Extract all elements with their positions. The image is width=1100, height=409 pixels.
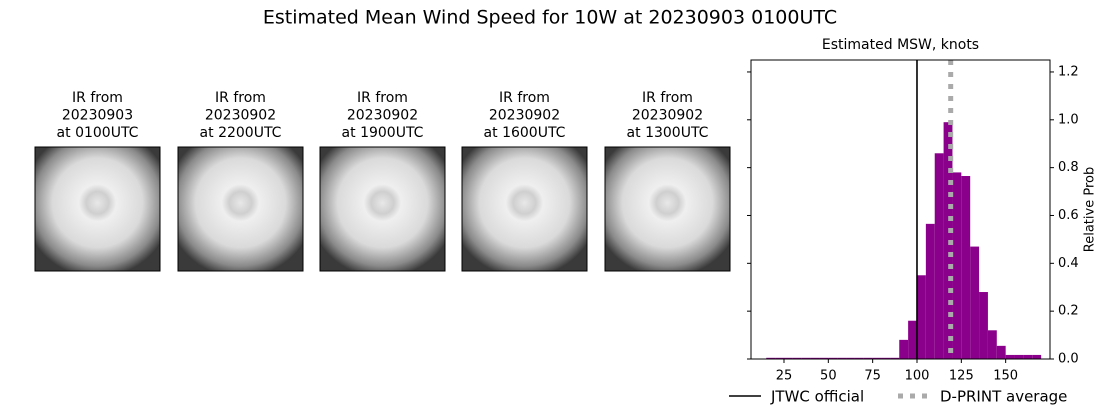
panel-caption: at 0100UTC xyxy=(57,125,139,141)
chart-title: Estimated MSW, knots xyxy=(822,37,979,53)
bar xyxy=(1014,354,1024,359)
y-tick-label: 1.2 xyxy=(1058,64,1079,79)
ir-image xyxy=(34,146,161,272)
bar xyxy=(890,357,900,359)
bar xyxy=(846,357,855,359)
x-tick-label: 25 xyxy=(776,369,793,384)
bar xyxy=(996,345,1006,359)
bar xyxy=(872,357,882,359)
y-axis-label: Relative Prob xyxy=(1083,167,1098,252)
bar xyxy=(952,172,962,359)
panel-caption: at 1600UTC xyxy=(484,125,566,141)
y-tick-label: 0.6 xyxy=(1058,208,1079,223)
x-tick-label: 50 xyxy=(820,369,837,384)
legend-label: D-PRINT average xyxy=(940,388,1067,406)
bar xyxy=(792,357,802,359)
bar xyxy=(1023,354,1033,359)
bar xyxy=(775,357,784,359)
ir-image xyxy=(319,146,446,272)
panel-caption: IR from xyxy=(215,90,266,106)
plot-frame xyxy=(750,59,1051,360)
panel-caption: 20230902 xyxy=(632,108,703,124)
bar xyxy=(1032,354,1042,359)
bar xyxy=(970,246,980,359)
ir-image xyxy=(177,146,304,272)
bar xyxy=(783,357,793,359)
x-tick-label: 150 xyxy=(993,369,1018,384)
panel-caption: 20230902 xyxy=(347,108,418,124)
bar xyxy=(801,357,811,359)
panel-caption: IR from xyxy=(357,90,408,106)
panel-caption: IR from xyxy=(642,90,693,106)
ir-image xyxy=(461,146,588,272)
x-tick-label: 75 xyxy=(864,369,881,384)
y-tick-label: 1.0 xyxy=(1058,112,1079,127)
ir-image xyxy=(604,146,731,272)
bar xyxy=(881,357,891,359)
panel-caption: IR from xyxy=(72,90,123,106)
bar xyxy=(810,357,820,359)
panel-caption: IR from xyxy=(499,90,550,106)
bar xyxy=(1005,354,1015,359)
bar xyxy=(837,357,847,359)
bar xyxy=(908,320,917,359)
bar xyxy=(766,357,776,359)
panel-caption: at 1900UTC xyxy=(342,125,424,141)
bar xyxy=(979,292,988,359)
bar xyxy=(925,223,935,359)
bar xyxy=(916,275,926,359)
panel-caption: at 1300UTC xyxy=(627,125,709,141)
y-tick-label: 0.8 xyxy=(1058,160,1079,175)
bar xyxy=(943,122,953,359)
legend-label: JTWC official xyxy=(770,388,864,406)
bar xyxy=(899,339,909,359)
bar xyxy=(828,357,838,359)
panel-caption: 20230902 xyxy=(205,108,276,124)
bar xyxy=(961,176,971,359)
bar xyxy=(934,153,944,359)
panel-caption: at 2200UTC xyxy=(200,125,282,141)
bar xyxy=(819,357,829,359)
bar xyxy=(854,357,864,359)
page-title: Estimated Mean Wind Speed for 10W at 202… xyxy=(263,7,837,29)
panel-caption: 20230903 xyxy=(62,108,133,124)
y-tick-label: 0.4 xyxy=(1058,256,1079,271)
y-tick-label: 0.0 xyxy=(1058,352,1079,367)
panel-caption: 20230902 xyxy=(489,108,560,124)
y-tick-label: 0.2 xyxy=(1058,304,1079,319)
bar xyxy=(987,330,997,359)
bar xyxy=(863,357,873,359)
x-tick-label: 100 xyxy=(905,369,930,384)
x-tick-label: 125 xyxy=(949,369,974,384)
